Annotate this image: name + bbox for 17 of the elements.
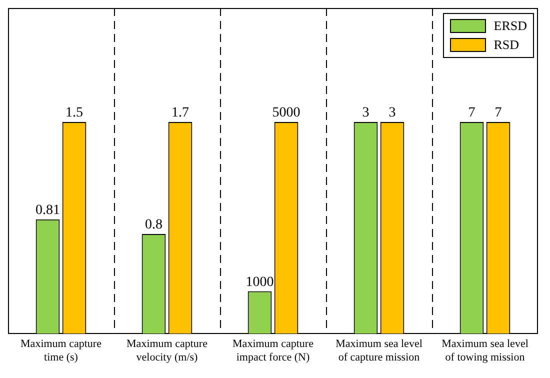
data-label: 1.5: [66, 106, 83, 121]
data-label: 0.8: [145, 218, 162, 233]
data-label: 3: [362, 106, 370, 121]
x-tick-label: Maximum capture time (s): [20, 338, 102, 364]
legend-label: ERSD: [494, 18, 527, 34]
data-label: 5000: [272, 106, 300, 121]
x-tick-label: Maximum capture impact force (N): [232, 338, 314, 364]
legend-label: RSD: [494, 37, 520, 53]
data-label: 3: [388, 106, 396, 121]
x-tick-label: Maximum sea level of capture mission: [336, 338, 422, 364]
x-tick-label: Maximum capture velocity (m/s): [126, 338, 208, 364]
data-label: 7: [468, 106, 476, 121]
data-label: 1000: [246, 274, 274, 290]
data-label: 0.81: [36, 202, 60, 218]
x-tick-label: Maximum sea level of towing mission: [442, 338, 528, 364]
data-label: 7: [494, 106, 502, 121]
data-label: 1.7: [172, 106, 189, 121]
